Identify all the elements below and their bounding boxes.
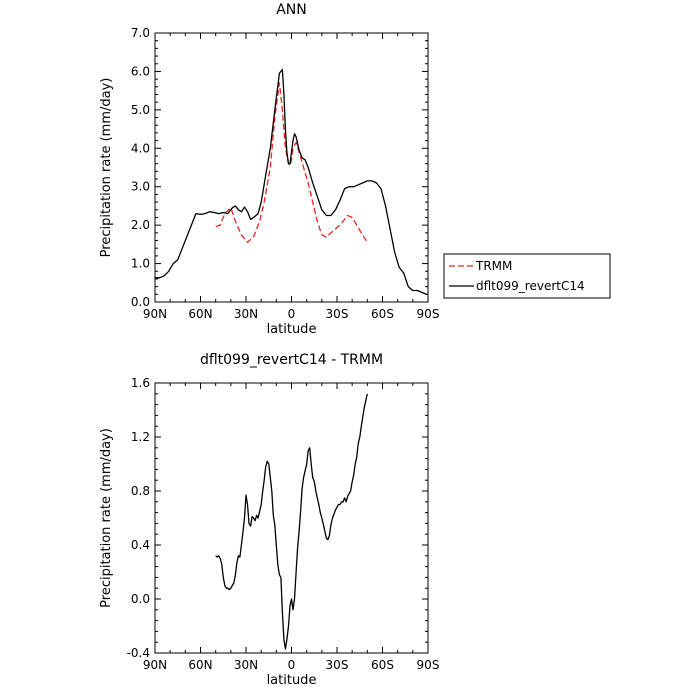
- legend-label-1: dflt099_revertC14: [476, 279, 585, 293]
- x-axis-label: latitude: [267, 673, 317, 688]
- x-tick-label: 90S: [417, 658, 440, 672]
- y-tick-label: 1.6: [131, 376, 150, 390]
- x-tick-label: 90S: [417, 307, 440, 321]
- y-tick-label: 1.0: [131, 257, 150, 271]
- x-tick-label: 0: [288, 658, 296, 672]
- x-tick-label: 60S: [371, 658, 394, 672]
- x-tick-label: 0: [288, 307, 296, 321]
- bottom-panel: 90N 60N 30N 0 30S 60S 90S -0.4 0.0 0.4 0.8 1.2 1.6 df…: [99, 352, 439, 688]
- y-axis-label: Precipitation rate (mm/day): [99, 428, 114, 608]
- plot-frame: [154, 382, 429, 654]
- plot-frame: [154, 32, 429, 303]
- y-tick-label: 7.0: [131, 26, 150, 40]
- series-line-trmm: [215, 82, 368, 244]
- y-tick-label: 0.0: [131, 295, 150, 309]
- y-tick-label: 0.4: [131, 538, 150, 552]
- y-tick-label: 0.8: [131, 484, 150, 498]
- series-line-dflt099-revertc14: [155, 68, 427, 295]
- x-tick-label: 30S: [326, 307, 349, 321]
- y-tick-label: 3.0: [131, 180, 150, 194]
- chart-title: dflt099_revertC14 - TRMM: [200, 352, 383, 368]
- y-axis-label: Precipitation rate (mm/day): [99, 78, 114, 258]
- chart-title: ANN: [276, 2, 307, 18]
- y-tick-label: 2.0: [131, 218, 150, 232]
- y-tick-label: -0.4: [127, 646, 150, 660]
- y-tick-label: 5.0: [131, 103, 150, 117]
- series-line-difference: [215, 393, 368, 650]
- y-tick-label: 4.0: [131, 141, 150, 155]
- y-tick-label: 1.2: [131, 430, 150, 444]
- x-tick-label: 90N: [143, 658, 167, 672]
- y-tick-label: 6.0: [131, 64, 150, 78]
- x-axis-label: latitude: [267, 322, 317, 337]
- x-tick-label: 60S: [371, 307, 394, 321]
- x-tick-label: 90N: [143, 307, 167, 321]
- legend-box: [443, 253, 611, 299]
- legend-label-0: TRMM: [475, 259, 512, 273]
- y-tick-label: 0.0: [131, 592, 150, 606]
- x-tick-label: 30N: [234, 307, 258, 321]
- x-tick-label: 60N: [188, 307, 212, 321]
- x-tick-label: 30S: [326, 658, 349, 672]
- x-tick-label: 30N: [234, 658, 258, 672]
- top-panel: 90N 60N 30N 0 30S 60S 90S 0.0 1.0 2.0 3.0 4.0 5.0 6.0…: [99, 2, 439, 337]
- legend: TRMM dflt099_revertC14: [443, 253, 611, 299]
- x-tick-label: 60N: [188, 658, 212, 672]
